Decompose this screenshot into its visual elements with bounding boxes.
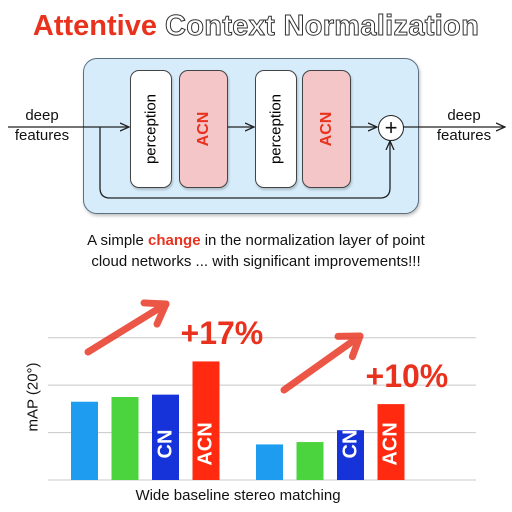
caption-text: A simple <box>87 232 149 249</box>
skip-connection <box>99 127 390 199</box>
perception-block-1: perception <box>130 70 172 188</box>
acn-block-2: ACN <box>302 70 351 188</box>
sum-node: + <box>378 115 404 141</box>
gain-arrow-icon <box>84 299 170 356</box>
bar <box>337 430 364 480</box>
caption-highlight: change <box>148 232 201 249</box>
title-highlight: Attentive <box>32 10 157 42</box>
caption-text: in the normalization layer of point <box>200 232 425 249</box>
page-title: Attentive Context Normalization <box>0 8 512 44</box>
bar <box>111 397 139 480</box>
gain-label: +17% <box>180 315 264 352</box>
caption: A simple change in the normalization lay… <box>0 230 512 272</box>
input-label: deep features <box>14 107 70 144</box>
bar-label: ACN <box>379 422 402 466</box>
bar <box>256 444 283 480</box>
y-axis-label: mAP (20°) <box>24 362 42 432</box>
output-label: deep features <box>436 107 492 144</box>
perception-block-2: perception <box>255 70 297 188</box>
title-rest: Context Normalization <box>165 10 480 43</box>
gain-label: +10% <box>365 358 449 395</box>
bar <box>377 404 405 480</box>
bar <box>71 401 98 480</box>
x-axis-label: Wide baseline stereo matching <box>135 487 341 504</box>
gain-arrow-icon <box>280 332 364 394</box>
bar-label: CN <box>339 429 361 459</box>
acn-block-1: ACN <box>179 70 228 188</box>
bar-label: ACN <box>194 422 217 466</box>
bar-label: CN <box>154 429 176 459</box>
bar <box>192 361 220 480</box>
bar <box>152 394 179 480</box>
caption-text: cloud networks ... with significant impr… <box>91 253 421 270</box>
bar <box>296 442 324 480</box>
